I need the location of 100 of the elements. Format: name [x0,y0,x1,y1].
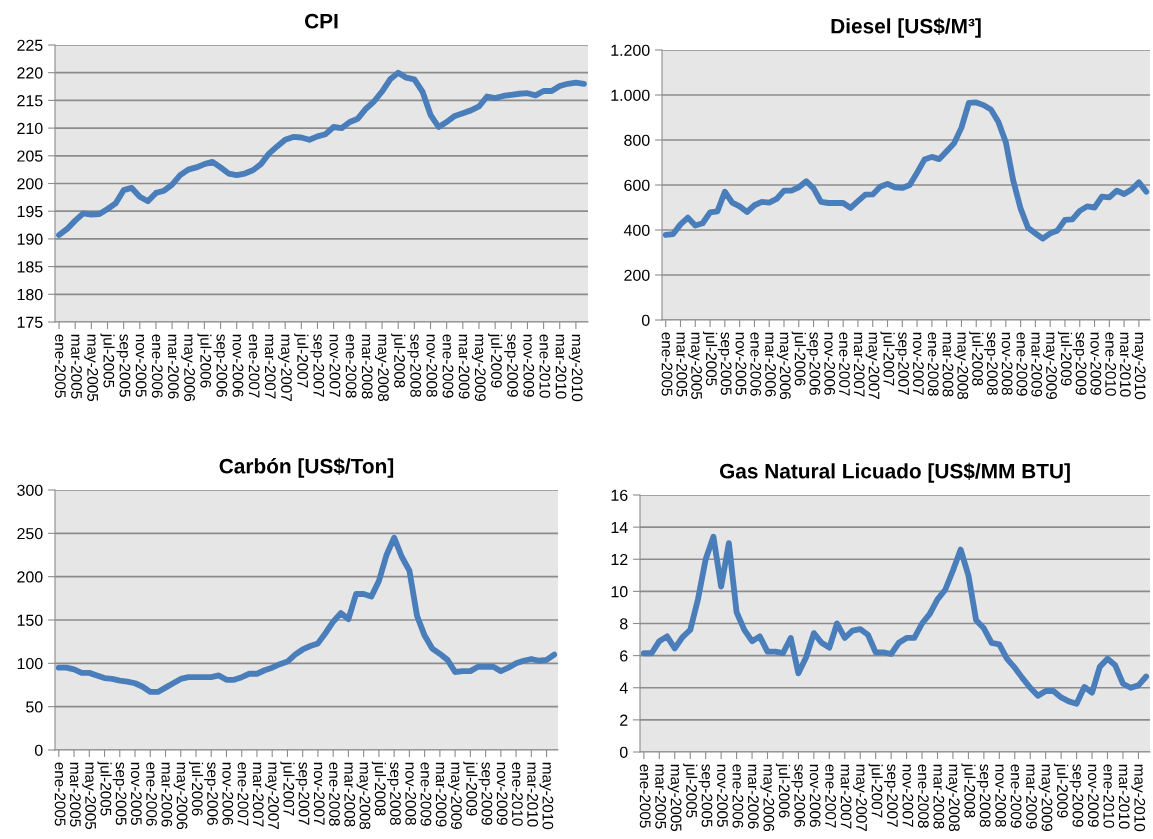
x-tick-label: ene-2009 [420,762,432,826]
y-tick-label: 195 [17,205,43,218]
x-tick-label: may-2008 [945,764,960,832]
x-tick-label: may-2006 [181,334,195,402]
y-tick-label: 6 [620,650,628,662]
x-tick-label: ene-2005 [639,764,651,828]
x-tick-label: jul-2005 [702,331,718,386]
y-tick-label: 175 [17,316,43,328]
y-tick-label: 50 [26,701,43,713]
x-tick-label: jul-2007 [280,761,295,816]
x-tick-label: ene-2005 [54,762,66,826]
x-tick-label: jul-2009 [1054,763,1069,818]
x-tick-label: sep-2006 [204,762,218,825]
x-tick-label: mar-2008 [933,764,945,829]
x-tick-label: mar-2009 [458,334,470,399]
x-tick-label: sep-2005 [116,334,131,397]
y-tick-label: 800 [624,134,650,146]
x-tick-label: ene-2007 [825,764,837,828]
x-tick-label: may-2005 [688,332,702,400]
x-tick-label: nov-2007 [912,332,924,395]
x-tick-label: sep-2005 [698,764,713,827]
y-tick-label: 185 [17,261,43,273]
x-tick-label: may-2005 [84,334,99,402]
x-tick-label: jul-2008 [371,761,387,816]
y-tick-label: 220 [17,67,43,79]
y-tick-label: 10 [611,586,628,598]
y-tick-label: 190 [17,233,43,245]
x-tick-label: sep-2007 [895,332,910,395]
x-tick-label: ene-2010 [511,762,523,826]
x-tick-label: ene-2007 [839,332,850,396]
x-tick-label: mar-2006 [765,332,776,397]
x-tick-label: jul-2005 [100,333,115,388]
x-tick-label: jul-2009 [1057,331,1073,386]
chart-title: Gas Natural Licuado [US$/MM BTU] [719,462,1070,483]
x-tick-label: sep-2009 [504,334,518,397]
x-tick-label: sep-2007 [310,334,325,397]
x-tick-label: jul-2009 [488,333,503,388]
x-tick-label: ene-2008 [917,764,929,828]
x-tick-label: may-2009 [1043,332,1057,400]
x-tick-label: jul-2008 [391,333,406,388]
x-tick-label: nov-2006 [824,332,836,395]
x-tick-label: may-2007 [865,332,880,399]
x-tick-label: nov-2007 [902,764,914,827]
y-tick-label: 100 [17,657,43,670]
x-tick-label: may-2007 [853,764,867,831]
x-tick-label: mar-2005 [69,762,81,827]
x-tick-label: ene-2010 [1105,332,1117,396]
x-tick-label: sep-2006 [791,764,806,827]
x-tick-label: sep-2008 [976,764,991,827]
x-tick-label: nov-2005 [130,762,142,825]
x-tick-label: sep-2009 [1072,332,1087,395]
x-tick-label: may-2005 [82,762,97,830]
x-tick-label: ene-2007 [248,334,260,398]
x-tick-label: ene-2009 [442,334,454,398]
y-tick-label: 600 [624,179,650,191]
x-tick-label: jul-2007 [294,333,309,388]
x-tick-label: mar-2006 [747,764,759,829]
x-tick-label: mar-2009 [1026,764,1037,829]
y-tick-label: 16 [611,489,628,501]
x-tick-label: may-2009 [471,334,486,402]
x-tick-label: nov-2009 [496,762,508,825]
x-tick-label: sep-2006 [806,332,821,395]
x-tick-label: ene-2010 [1103,764,1115,828]
x-tick-label: nov-2007 [329,334,341,397]
x-tick-label: mar-2006 [161,762,173,827]
x-tick-label: mar-2009 [435,762,447,827]
x-tick-label: mar-2010 [1120,332,1131,397]
x-tick-label: nov-2008 [405,762,417,825]
y-tick-label: 250 [17,527,43,540]
x-tick-label: ene-2006 [732,764,744,828]
y-tick-label: 12 [611,553,628,566]
x-tick-label: jul-2006 [188,761,204,816]
y-tick-label: 200 [624,269,650,281]
x-tick-label: ene-2005 [661,332,673,396]
x-tick-label: nov-2005 [717,764,728,827]
x-tick-label: jul-2008 [961,763,976,818]
x-tick-label: may-2009 [1038,764,1053,832]
y-tick-label: 180 [17,288,43,301]
x-tick-label: may-2009 [447,762,462,830]
y-tick-label: 0 [619,746,628,758]
x-tick-label: nov-2008 [995,764,1007,827]
y-tick-label: 8 [620,618,628,630]
x-tick-label: jul-2009 [463,761,478,816]
x-tick-label: mar-2010 [1118,764,1130,829]
x-tick-label: sep-2009 [478,762,493,825]
x-tick-label: may-2008 [954,332,969,400]
x-tick-label: jul-2008 [969,331,984,386]
x-tick-label: ene-2006 [146,762,157,826]
x-tick-label: may-2010 [1131,332,1146,400]
x-tick-label: nov-2007 [313,762,325,825]
x-tick-label: sep-2007 [884,764,898,827]
y-tick-label: 400 [623,224,650,236]
x-tick-label: mar-2008 [361,334,373,399]
x-tick-label: nov-2005 [735,332,747,395]
y-tick-label: 1.000 [611,89,650,101]
x-tick-label: jul-2005 [97,761,112,816]
y-tick-label: 300 [17,484,43,496]
x-tick-label: jul-2006 [775,763,791,818]
chart-title: CPI [304,13,338,29]
x-tick-label: mar-2008 [942,332,954,397]
